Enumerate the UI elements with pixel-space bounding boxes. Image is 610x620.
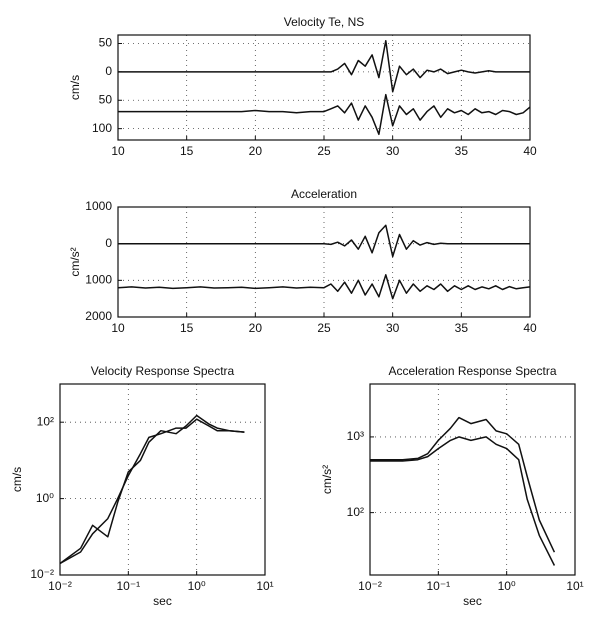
x-tick-label: 20 <box>249 144 263 158</box>
y-tick-label: 10² <box>347 505 364 519</box>
data-line <box>59 418 245 565</box>
data-line <box>117 274 531 300</box>
y-axis-label: cm/s <box>10 467 24 492</box>
data-line <box>370 416 556 553</box>
x-tick-label: 40 <box>523 321 537 335</box>
x-tick-label: 10⁰ <box>188 579 206 593</box>
data-line <box>370 436 556 566</box>
y-tick-label: 50 <box>99 92 113 106</box>
data-line <box>118 224 530 258</box>
chart-title: Acceleration Response Spectra <box>388 364 556 378</box>
x-tick-label: 25 <box>317 321 331 335</box>
x-axis-label: sec <box>463 594 482 608</box>
y-tick-label: 50 <box>99 36 113 50</box>
x-tick-label: 10 <box>111 144 125 158</box>
y-tick-label: 10⁰ <box>36 491 54 505</box>
x-tick-label: 10⁰ <box>498 579 516 593</box>
x-tick-label: 30 <box>386 144 400 158</box>
y-tick-label: 0 <box>105 236 112 250</box>
y-axis-label: cm/s² <box>68 247 82 276</box>
x-tick-label: 30 <box>386 321 400 335</box>
x-tick-label: 15 <box>180 144 194 158</box>
x-tick-label: 10⁻² <box>358 579 382 593</box>
x-tick-label: 10¹ <box>256 579 273 593</box>
y-axis-label: cm/s <box>68 75 82 100</box>
x-tick-label: 10⁻¹ <box>116 579 140 593</box>
data-line <box>59 414 245 565</box>
plot-frame <box>59 383 266 576</box>
x-tick-label: 35 <box>455 321 469 335</box>
x-tick-label: 25 <box>317 144 331 158</box>
x-tick-label: 20 <box>249 321 263 335</box>
y-tick-label: 0 <box>105 64 112 78</box>
x-tick-label: 40 <box>523 144 537 158</box>
data-line <box>118 93 531 136</box>
y-tick-label: 2000 <box>85 309 112 323</box>
x-tick-label: 10⁻² <box>48 579 72 593</box>
chart-title: Acceleration <box>291 187 357 201</box>
plot-frame <box>117 34 531 141</box>
x-tick-label: 10¹ <box>566 579 583 593</box>
x-axis-label: sec <box>153 594 172 608</box>
x-tick-label: 10 <box>111 321 125 335</box>
y-tick-label: 100 <box>92 121 112 135</box>
y-tick-label: 10² <box>37 414 54 428</box>
plot-frame <box>369 383 576 576</box>
y-tick-label: 1000 <box>85 273 112 287</box>
y-tick-label: 10⁻² <box>30 567 54 581</box>
data-line <box>118 39 530 93</box>
x-tick-label: 35 <box>455 144 469 158</box>
chart-title: Velocity Te, NS <box>284 15 364 29</box>
x-tick-label: 15 <box>180 321 194 335</box>
plot-frame <box>117 206 531 318</box>
y-tick-label: 10³ <box>347 429 364 443</box>
y-axis-label: cm/s² <box>320 465 334 494</box>
x-tick-label: 10⁻¹ <box>426 579 450 593</box>
chart-title: Velocity Response Spectra <box>91 364 235 378</box>
y-tick-label: 1000 <box>85 199 112 213</box>
